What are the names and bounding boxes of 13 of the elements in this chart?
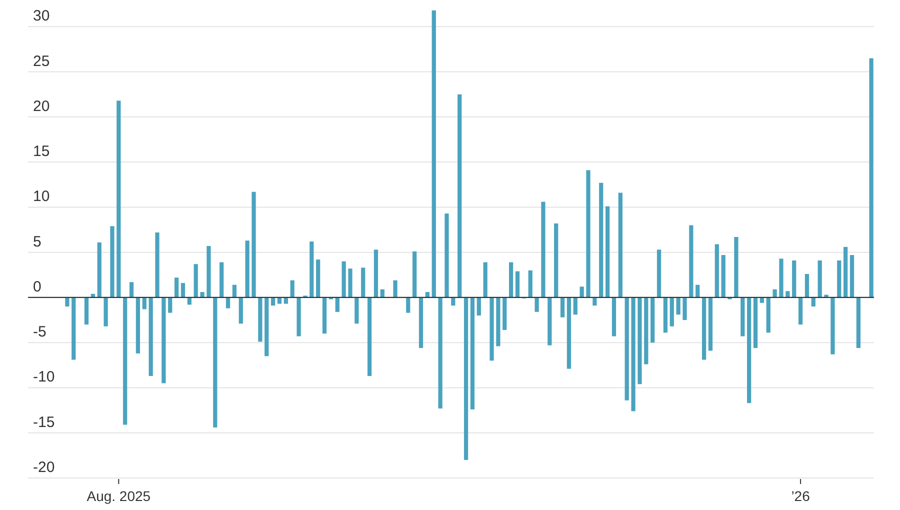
y-tick-label: 25 (33, 52, 50, 70)
x-tick-label: ’26 (791, 488, 810, 504)
y-tick-label: 15 (33, 143, 50, 160)
y-tick-label: 30 (33, 8, 50, 25)
y-tick-label: 0 (33, 278, 42, 296)
y-tick-label: -15 (33, 414, 55, 431)
y-tick-label: -10 (33, 368, 55, 386)
x-tick-label: Aug. 2025 (86, 488, 151, 504)
y-tick-label: 5 (33, 233, 42, 250)
y-tick-label: -20 (33, 459, 55, 476)
y-tick-label: 20 (33, 98, 50, 115)
y-tick-label: -5 (33, 324, 46, 341)
y-tick-label: 10 (33, 188, 50, 206)
